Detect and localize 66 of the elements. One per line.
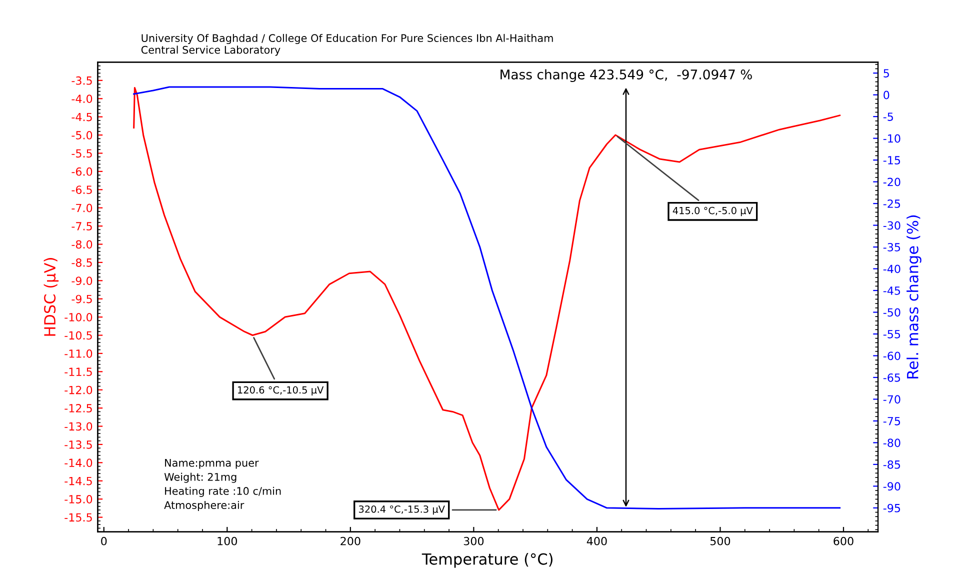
y-tick-label: -7.0 bbox=[72, 204, 92, 212]
y-tick-label: -9.0 bbox=[72, 276, 92, 286]
y-tick-label: -6.0 bbox=[72, 167, 92, 176]
y-tick-label: -5.0 bbox=[72, 131, 92, 140]
y-tick-label: -14.5 bbox=[64, 476, 92, 486]
y-tick-label: -7.5 bbox=[72, 222, 92, 230]
y2-tick-label: -65 bbox=[883, 373, 900, 382]
annotation: Atmosphere:air bbox=[164, 500, 244, 512]
x-tick-label: 200 bbox=[340, 536, 360, 546]
y-tick-label: -15.5 bbox=[64, 513, 92, 522]
y2-axis-title: Rel. mass change (%) bbox=[906, 215, 922, 378]
y2-tick-label: -80 bbox=[883, 438, 900, 448]
y2-tick-label: -70 bbox=[883, 395, 900, 404]
y2-tick-label: -10 bbox=[883, 134, 900, 143]
y-tick-label: -10.0 bbox=[64, 313, 92, 322]
y-tick-label: -8.0 bbox=[72, 240, 92, 249]
y2-tick-label: -60 bbox=[883, 352, 900, 360]
x-tick-label: 0 bbox=[101, 536, 107, 546]
y-tick-label: -12.5 bbox=[64, 404, 92, 412]
y2-tick-label: 0 bbox=[884, 90, 890, 100]
annotation: Heating rate :10 c/min bbox=[165, 486, 281, 497]
y-tick-label: -15.0 bbox=[64, 495, 92, 504]
y2-tick-label: -85 bbox=[883, 460, 900, 469]
y2-tick-label: -15 bbox=[883, 156, 900, 164]
y-tick-label: -6.5 bbox=[72, 186, 92, 194]
chart-subtitle: Central Service Laboratory bbox=[141, 46, 280, 56]
y2-tick-label: -55 bbox=[883, 330, 900, 338]
y-tick-label: -14.0 bbox=[64, 458, 92, 468]
x-axis-title: Temperature (°C) bbox=[422, 553, 552, 568]
y2-tick-label: -40 bbox=[883, 264, 900, 274]
y-tick-label: -12.0 bbox=[64, 386, 92, 394]
y-tick-label: -11.0 bbox=[64, 349, 92, 358]
y-axis-title: HDSC (µV) bbox=[44, 258, 59, 336]
y2-tick-label: -35 bbox=[883, 242, 900, 252]
annotation: Name:pmma puer bbox=[165, 459, 259, 469]
y-tick-label: -5.5 bbox=[72, 149, 92, 158]
annotation: 120.6 °C,-10.5 µV bbox=[238, 386, 324, 396]
y-tick-label: -11.5 bbox=[64, 368, 92, 376]
y-tick-label: -8.5 bbox=[72, 258, 92, 267]
y-tick-label: -9.5 bbox=[72, 294, 92, 304]
y-tick-label: -10.5 bbox=[64, 331, 92, 340]
y2-tick-label: -50 bbox=[883, 308, 900, 317]
annotation: Mass change 423.549 °C, -97.0947 % bbox=[500, 69, 752, 82]
y2-tick-label: -25 bbox=[883, 200, 900, 208]
y2-tick-label: -5 bbox=[883, 112, 893, 121]
y2-tick-label: -95 bbox=[883, 504, 900, 512]
y-tick-label: -13.5 bbox=[64, 440, 92, 449]
x-tick-label: 400 bbox=[586, 536, 607, 546]
y-tick-label: -4.0 bbox=[72, 94, 92, 104]
annotation: 320.4 °C,-15.3 µV bbox=[358, 505, 445, 515]
y-tick-label: -4.5 bbox=[72, 112, 92, 122]
x-tick-label: 500 bbox=[710, 536, 730, 546]
y2-tick-label: -90 bbox=[883, 482, 900, 491]
y2-tick-label: -45 bbox=[883, 286, 900, 295]
y2-tick-label: 5 bbox=[884, 69, 889, 78]
x-tick-label: 100 bbox=[218, 536, 238, 546]
x-tick-label: 600 bbox=[834, 536, 854, 546]
x-tick-label: 300 bbox=[464, 536, 484, 546]
y-tick-label: -13.0 bbox=[64, 422, 92, 431]
y-tick-label: -3.5 bbox=[72, 76, 92, 85]
chart-title: University Of Baghdad / College Of Education For Pure Sciences Ibn Al-Haitham bbox=[142, 34, 553, 44]
annotation: Weight: 21mg bbox=[164, 472, 236, 483]
y2-tick-label: -30 bbox=[883, 221, 900, 230]
y2-tick-label: -75 bbox=[883, 417, 900, 426]
annotation: 415.0 °C,-5.0 µV bbox=[672, 206, 753, 216]
y2-tick-label: -20 bbox=[883, 178, 900, 186]
